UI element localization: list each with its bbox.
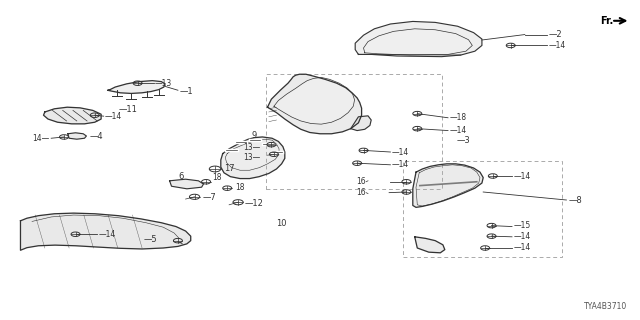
Text: 13—: 13— xyxy=(243,143,260,152)
Text: —3: —3 xyxy=(457,136,470,145)
Bar xyxy=(266,74,442,189)
Text: —4: —4 xyxy=(90,132,103,141)
Text: —15: —15 xyxy=(513,221,531,230)
Text: TYA4B3710: TYA4B3710 xyxy=(584,302,627,311)
Polygon shape xyxy=(170,179,204,189)
Text: —13: —13 xyxy=(155,79,172,88)
Text: —12: —12 xyxy=(244,199,263,208)
Polygon shape xyxy=(44,107,101,124)
Text: 13—: 13— xyxy=(243,153,260,162)
Text: —18: —18 xyxy=(449,113,467,122)
Text: —14: —14 xyxy=(392,160,409,169)
Text: —1: —1 xyxy=(179,87,193,96)
Text: —8: —8 xyxy=(568,196,582,204)
Polygon shape xyxy=(221,137,285,179)
Text: 10: 10 xyxy=(276,219,287,228)
Text: —14: —14 xyxy=(513,244,531,252)
Polygon shape xyxy=(415,237,445,253)
Text: —14: —14 xyxy=(99,230,116,239)
Bar xyxy=(403,161,562,257)
Text: 18: 18 xyxy=(212,173,222,182)
Text: —14: —14 xyxy=(392,148,409,156)
Polygon shape xyxy=(20,213,191,250)
Text: —14: —14 xyxy=(449,126,467,135)
Text: —14: —14 xyxy=(105,112,122,121)
Text: 9: 9 xyxy=(252,131,257,140)
Text: —7: —7 xyxy=(202,193,216,202)
Polygon shape xyxy=(268,74,362,134)
Text: —14: —14 xyxy=(513,232,531,241)
Text: —5: —5 xyxy=(143,235,157,244)
Text: Fr.: Fr. xyxy=(600,16,614,26)
Text: 14—: 14— xyxy=(33,134,50,143)
Text: 16: 16 xyxy=(356,188,366,197)
Polygon shape xyxy=(274,77,355,124)
Polygon shape xyxy=(355,21,482,57)
Text: 17: 17 xyxy=(224,164,235,173)
Polygon shape xyxy=(413,164,483,207)
Text: 6: 6 xyxy=(178,172,183,180)
Polygon shape xyxy=(108,81,165,93)
Polygon shape xyxy=(351,116,371,131)
Polygon shape xyxy=(68,133,86,139)
Text: 16: 16 xyxy=(356,177,366,186)
Text: —14: —14 xyxy=(513,172,531,180)
Text: 18: 18 xyxy=(236,183,245,192)
Text: —14: —14 xyxy=(548,41,566,50)
Text: —2: —2 xyxy=(548,30,562,39)
Text: —11: —11 xyxy=(118,105,137,114)
